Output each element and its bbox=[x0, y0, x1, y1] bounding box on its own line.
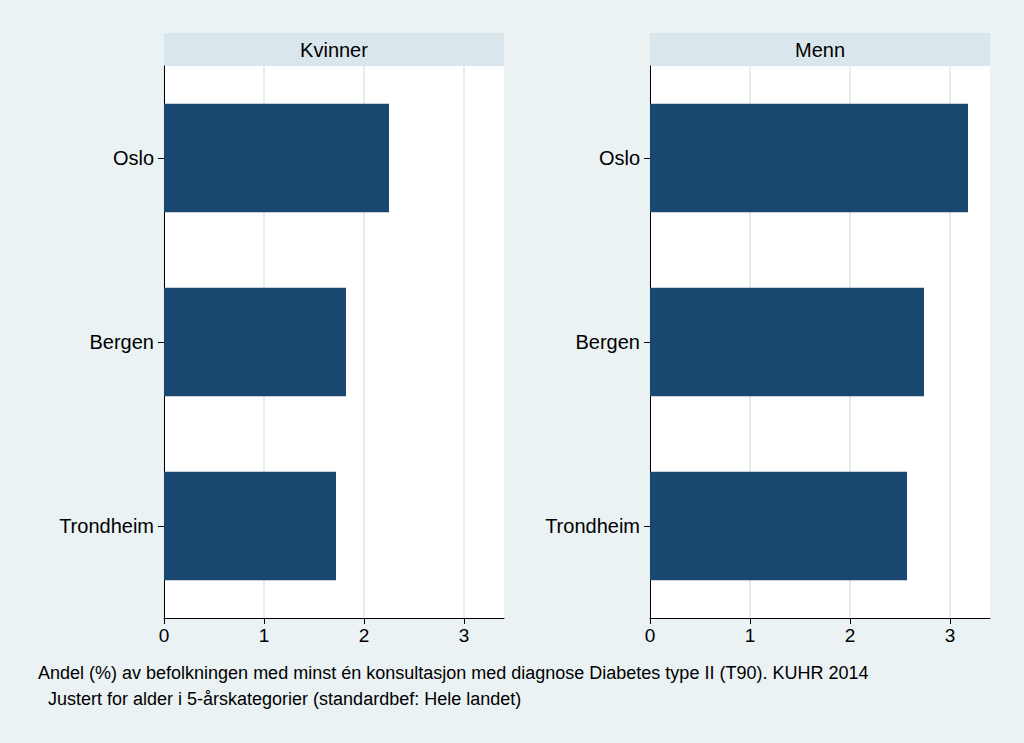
svg-text:Andel (%) av befolkningen med: Andel (%) av befolkningen med minst én k… bbox=[38, 663, 868, 683]
svg-text:Trondheim: Trondheim bbox=[545, 515, 640, 537]
svg-text:1: 1 bbox=[259, 625, 270, 646]
svg-text:Bergen: Bergen bbox=[90, 331, 155, 353]
svg-text:Oslo: Oslo bbox=[113, 147, 154, 169]
svg-text:0: 0 bbox=[645, 625, 656, 646]
svg-text:Justert for alder i 5-årskateg: Justert for alder i 5-årskategorier (sta… bbox=[48, 689, 521, 709]
svg-text:Oslo: Oslo bbox=[599, 147, 640, 169]
svg-text:Trondheim: Trondheim bbox=[59, 515, 154, 537]
svg-text:2: 2 bbox=[845, 625, 856, 646]
svg-text:Bergen: Bergen bbox=[576, 331, 641, 353]
svg-text:3: 3 bbox=[945, 625, 956, 646]
svg-text:3: 3 bbox=[459, 625, 470, 646]
svg-text:Kvinner: Kvinner bbox=[300, 39, 368, 61]
svg-text:2: 2 bbox=[359, 625, 370, 646]
svg-text:0: 0 bbox=[159, 625, 170, 646]
svg-text:1: 1 bbox=[745, 625, 756, 646]
svg-text:Menn: Menn bbox=[795, 39, 845, 61]
